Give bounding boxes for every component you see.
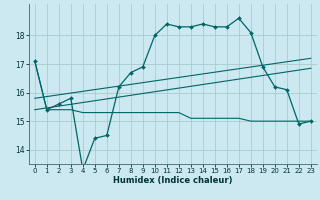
X-axis label: Humidex (Indice chaleur): Humidex (Indice chaleur) [113, 176, 233, 185]
